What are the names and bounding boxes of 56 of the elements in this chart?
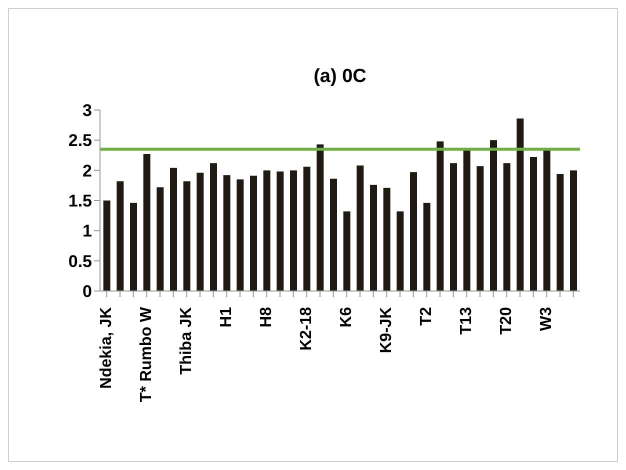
bar — [463, 150, 470, 291]
x-tick-label: H1 — [218, 306, 236, 328]
y-tick-label: 2.5 — [68, 131, 92, 150]
bar — [343, 211, 350, 291]
bar — [116, 181, 124, 291]
bar — [383, 188, 390, 291]
bar — [490, 140, 497, 291]
bar — [183, 181, 190, 291]
x-tick-label: T* Rumbo W — [138, 306, 156, 402]
bar — [543, 150, 550, 291]
bar — [436, 141, 444, 291]
y-tick-label: 2 — [82, 161, 92, 180]
x-tick-label: K9-JK — [378, 306, 396, 354]
y-tick-label: 0 — [82, 282, 92, 302]
bar — [143, 154, 150, 291]
bar — [330, 178, 337, 291]
y-tick-label: 1.5 — [68, 192, 92, 211]
x-tick-label: T20 — [498, 306, 516, 335]
bar — [223, 175, 230, 291]
bar — [276, 172, 284, 291]
bar — [556, 174, 564, 291]
bar — [263, 170, 270, 291]
bar — [476, 166, 484, 291]
bar — [370, 184, 377, 291]
bar — [410, 172, 417, 291]
bar — [290, 170, 297, 291]
bar — [103, 200, 110, 291]
bar — [516, 118, 524, 291]
x-tick-label: K2-18 — [298, 306, 316, 351]
y-tick-label: 3 — [82, 101, 92, 120]
bar — [356, 166, 364, 291]
bar — [210, 163, 217, 291]
x-tick-label: T2 — [418, 306, 436, 326]
bar — [250, 176, 257, 291]
bar — [196, 172, 204, 291]
bar — [503, 163, 510, 291]
bar — [303, 166, 310, 291]
x-tick-label: H8 — [258, 306, 276, 328]
bar — [450, 163, 457, 291]
bar — [156, 187, 164, 291]
x-tick-label: Thiba JK — [178, 306, 196, 375]
bar — [316, 144, 324, 291]
bar — [570, 170, 577, 291]
bar — [236, 179, 244, 291]
bar — [170, 168, 177, 291]
x-tick-label: W3 — [538, 306, 556, 331]
bar — [396, 211, 404, 291]
x-tick-label: T13 — [458, 306, 476, 335]
bar — [530, 157, 537, 291]
y-tick-label: 0.5 — [68, 252, 92, 271]
bar — [130, 202, 137, 291]
x-tick-label: K6 — [338, 306, 356, 328]
y-tick-label: 1 — [82, 222, 92, 241]
bar — [423, 202, 430, 291]
x-tick-label: Ndekia, JK — [98, 306, 116, 389]
chart-title: (a) 0C — [312, 66, 368, 88]
